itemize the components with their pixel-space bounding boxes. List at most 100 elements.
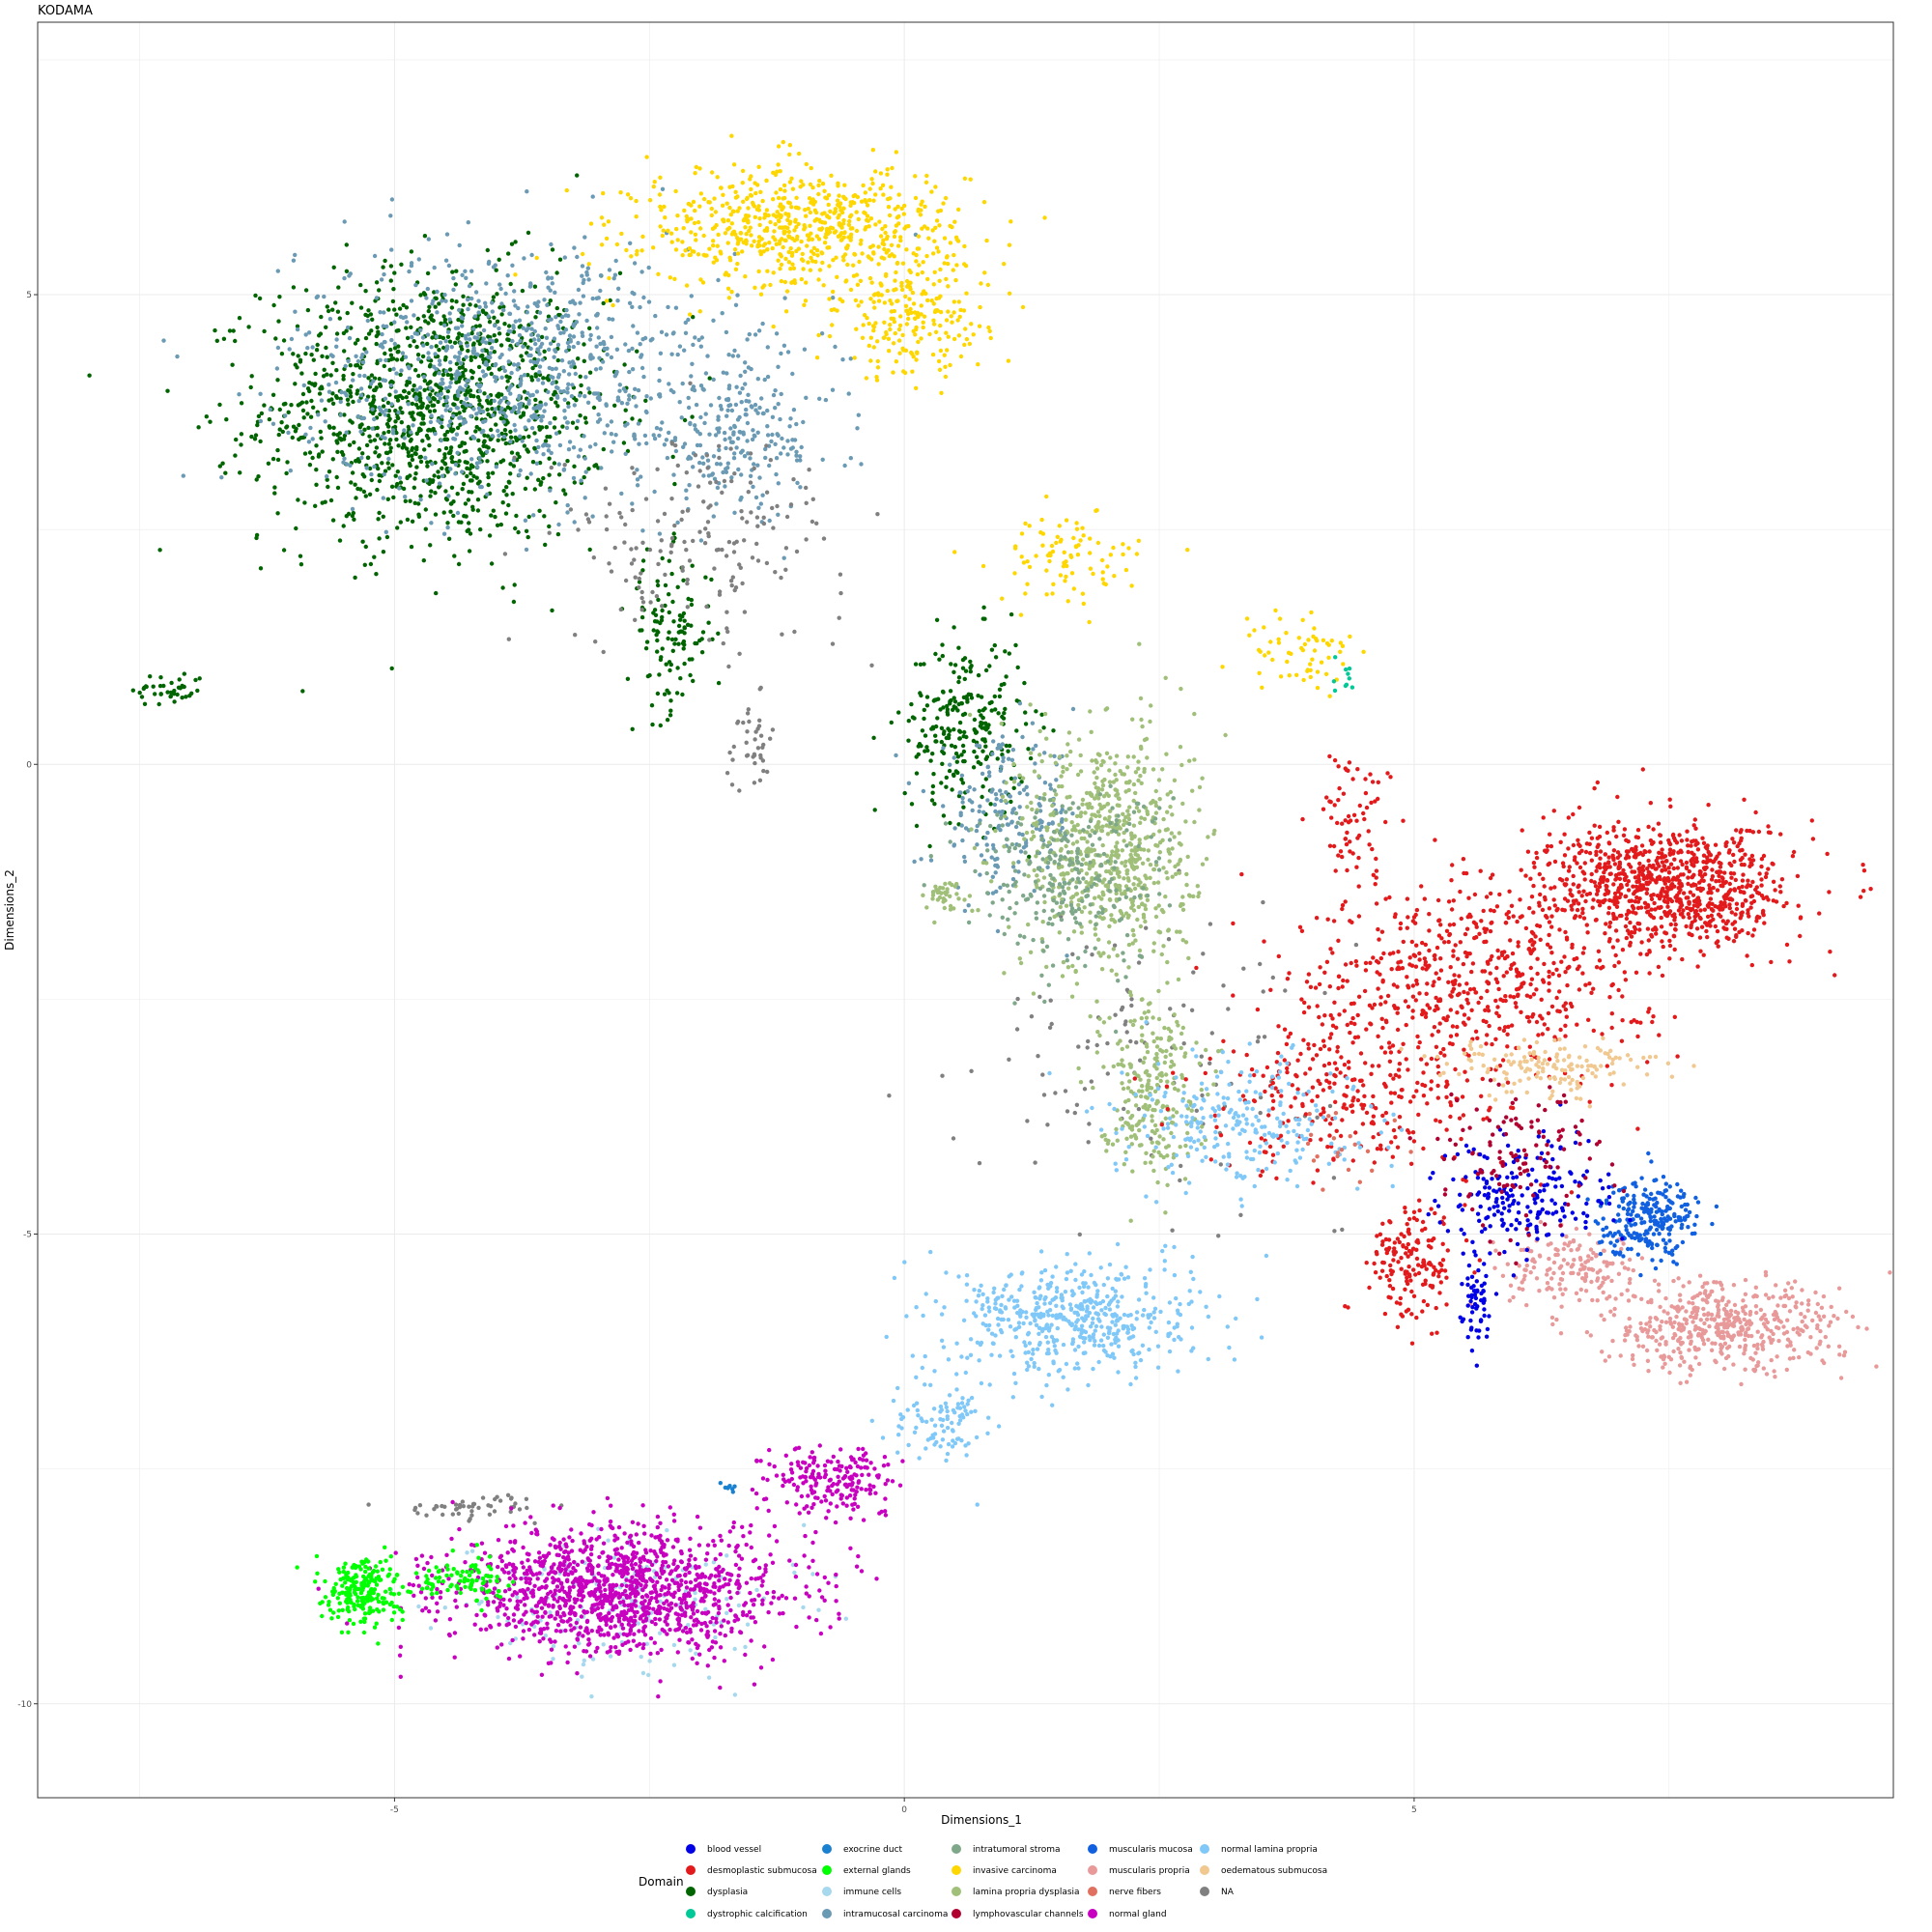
data-point [550, 281, 554, 286]
data-point [898, 235, 903, 240]
data-point [805, 243, 810, 248]
data-point [1289, 651, 1293, 656]
data-point [915, 351, 920, 355]
data-point [997, 687, 1003, 692]
data-point [451, 513, 456, 519]
data-point [1070, 952, 1075, 956]
data-point [975, 842, 980, 847]
data-point [778, 252, 783, 258]
data-point [1013, 642, 1018, 648]
data-point [768, 282, 773, 288]
data-point [737, 651, 742, 656]
data-point [402, 428, 407, 433]
data-point [644, 410, 649, 415]
data-point [383, 396, 388, 401]
data-point [867, 255, 871, 260]
data-point [533, 397, 538, 403]
data-point [666, 304, 670, 310]
data-point [558, 389, 563, 394]
data-point [643, 497, 649, 501]
data-point [412, 476, 417, 481]
data-point [239, 432, 244, 437]
data-point [376, 454, 382, 459]
data-point [506, 479, 511, 484]
data-point [551, 375, 555, 380]
data-point [1131, 932, 1136, 938]
data-point [409, 430, 413, 435]
data-point [511, 407, 517, 412]
data-point [686, 395, 691, 401]
data-point [730, 230, 736, 235]
data-point [1012, 571, 1017, 576]
data-point [954, 759, 959, 764]
data-point [488, 337, 493, 343]
data-point [920, 226, 924, 231]
data-point [490, 407, 495, 412]
data-point [808, 210, 813, 215]
data-point [964, 291, 969, 296]
data-point [386, 429, 391, 435]
data-point [999, 764, 1004, 769]
data-point [673, 305, 679, 310]
data-point [525, 447, 529, 452]
data-point [380, 461, 384, 466]
data-point [507, 385, 512, 391]
data-point [1184, 882, 1189, 888]
data-point [697, 529, 702, 534]
data-point [526, 373, 530, 378]
data-point [611, 302, 615, 308]
data-point [1038, 530, 1043, 535]
data-point [931, 318, 936, 323]
data-point [449, 345, 454, 350]
data-point [272, 491, 277, 496]
data-point [1061, 871, 1065, 876]
data-point [532, 356, 537, 361]
data-point [738, 450, 744, 455]
data-point [867, 186, 872, 191]
data-point [1185, 854, 1190, 860]
data-point [667, 558, 671, 563]
data-point [753, 737, 757, 742]
data-point [511, 298, 517, 303]
data-point [950, 787, 954, 792]
data-point [1132, 886, 1138, 892]
data-point [691, 199, 696, 205]
data-point [781, 183, 787, 188]
data-point [399, 262, 404, 267]
data-point [890, 252, 895, 257]
data-point [1054, 792, 1059, 797]
data-point [702, 420, 707, 426]
data-point [316, 412, 321, 417]
data-point [460, 440, 465, 445]
data-point [1181, 1041, 1186, 1046]
data-point [1040, 1072, 1045, 1077]
data-point [535, 333, 541, 338]
data-point [224, 417, 229, 422]
data-point [469, 296, 474, 301]
data-point [511, 329, 517, 334]
data-point [327, 469, 332, 474]
data-point [753, 408, 758, 412]
data-point [1004, 743, 1009, 749]
data-point [1028, 702, 1033, 707]
data-point [596, 335, 601, 340]
data-point [749, 510, 753, 515]
data-point [952, 299, 956, 304]
data-point [939, 739, 944, 745]
data-point [1007, 924, 1011, 929]
data-point [670, 454, 675, 460]
data-point [1069, 994, 1075, 999]
data-point [977, 324, 982, 328]
data-point [867, 275, 873, 281]
data-point [655, 467, 660, 471]
data-point [639, 614, 645, 620]
data-point [288, 469, 293, 473]
data-point [733, 267, 739, 271]
data-point [962, 908, 968, 914]
data-point [611, 317, 615, 322]
data-point [1019, 554, 1024, 559]
data-point [920, 728, 925, 733]
data-point [933, 185, 938, 189]
data-point [158, 692, 163, 696]
data-point [683, 320, 688, 326]
